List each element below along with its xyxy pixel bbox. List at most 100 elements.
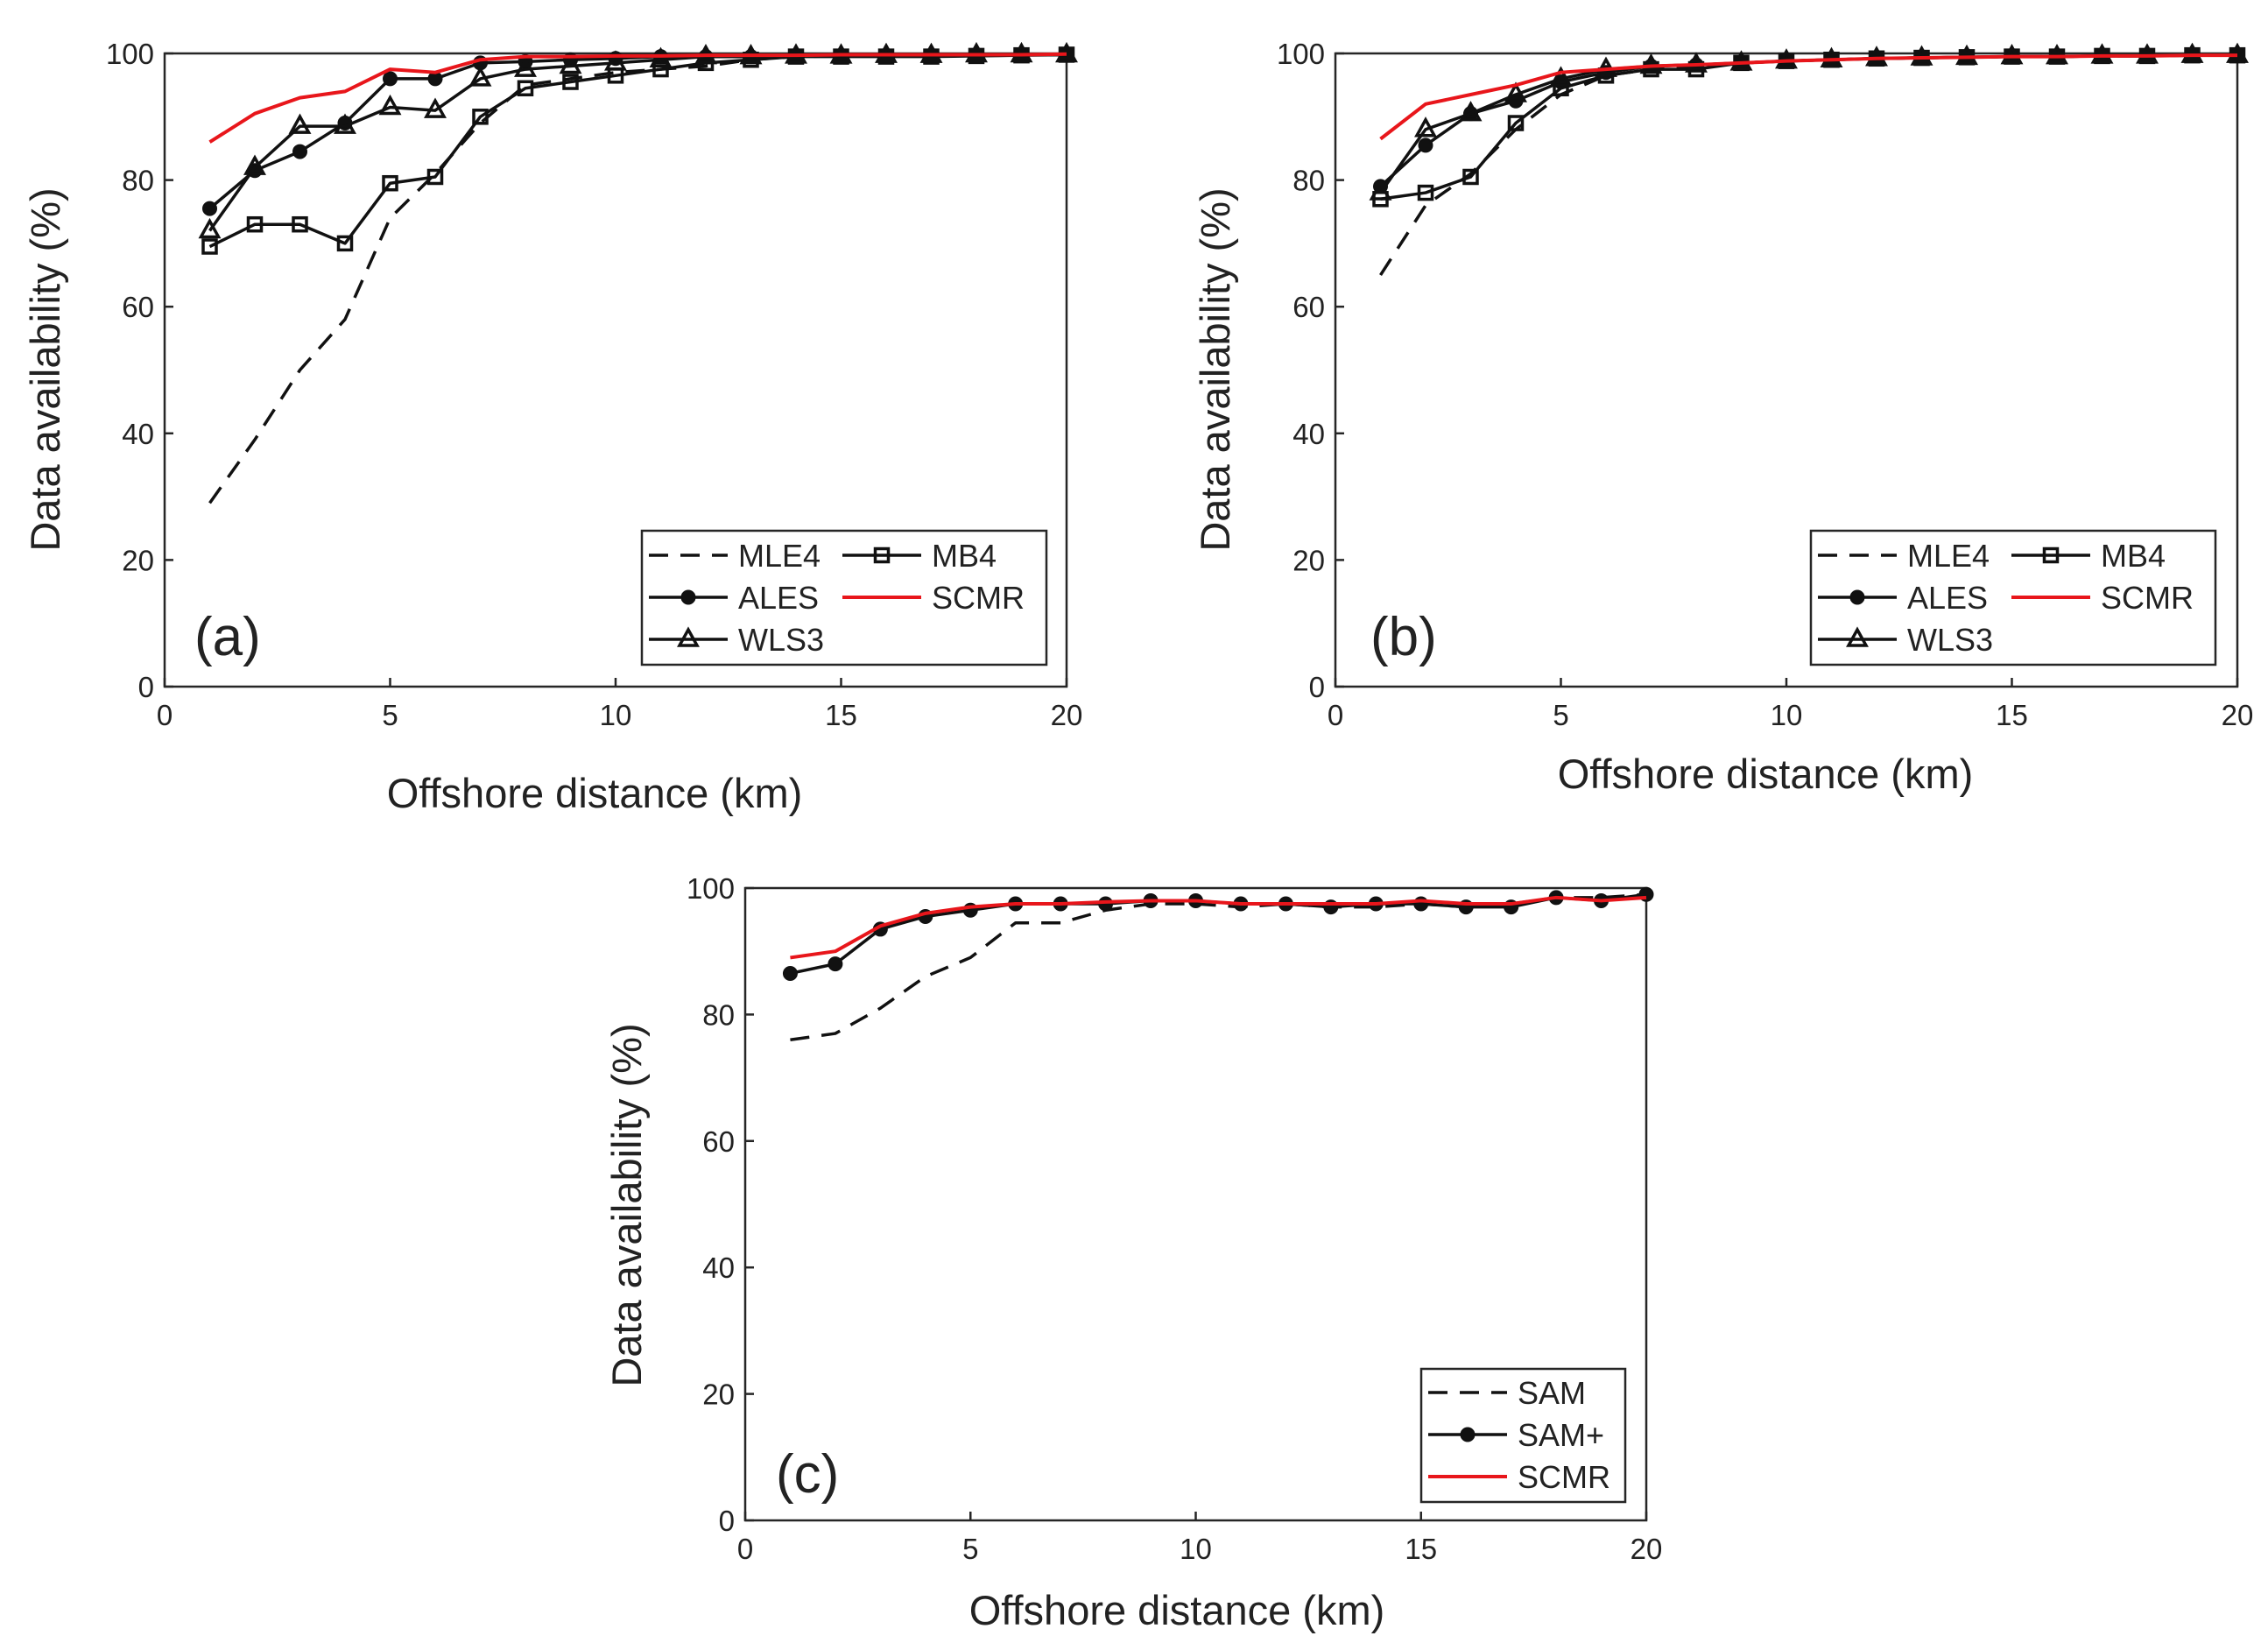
panel-b-mb4-point — [1417, 184, 1434, 201]
panel-c-legend: SAM SAM+ SCMR — [1419, 1367, 1627, 1504]
panel-c-sam-plus-point — [828, 956, 843, 972]
panel-a-legend-entry-mb4: MB4 — [842, 538, 997, 574]
panel-c-series-sam — [790, 892, 1647, 1042]
panel-b-legend-entry-mle4: MLE4 — [1818, 538, 1990, 574]
panel-b-legend-label-ales: ALES — [1907, 580, 1988, 616]
panel-b-wls3-point — [2000, 44, 2024, 65]
panel-b-x-tick-label: 20 — [2222, 699, 2254, 731]
panel-b-y-tick-label: 0 — [1309, 671, 1325, 703]
panel-b-mb4-point — [1462, 168, 1479, 186]
panel-b-legend-label-mle4: MLE4 — [1907, 538, 1990, 574]
panel-b-legend-entry-mb4: MB4 — [2011, 538, 2166, 574]
panel-b-scmr-line — [1379, 53, 2237, 141]
panel-a-x-tick-label: 5 — [382, 699, 398, 731]
panel-a-mb4-point — [472, 109, 489, 125]
panel-c-x-tick-label: 5 — [962, 1533, 978, 1565]
panel-a-legend-label-scmr: SCMR — [932, 580, 1025, 616]
panel-a-legend-entry-scmr: SCMR — [842, 580, 1025, 616]
panel-a-ales-point — [292, 144, 307, 159]
panel-a-label: (a) — [194, 607, 261, 667]
panel-c-plot-area: 0 5 10 15 20 0 20 40 60 80 100 — [687, 872, 1662, 1565]
panel-b-legend-label-scmr: SCMR — [2101, 580, 2194, 616]
panel-c-x-axis-title: Offshore distance (km) — [969, 1587, 1385, 1633]
panel-a-legend-entry-ales: ALES — [649, 580, 819, 616]
panel-a-mb4-point — [382, 174, 398, 192]
panel-a-plot-area: 0 5 10 15 20 0 20 40 60 80 100 — [106, 38, 1082, 731]
panel-b-wls3-point — [1549, 66, 1573, 87]
panel-a-legend-marker-mb4 — [873, 546, 891, 564]
panel-c-y-tick-label: 60 — [702, 1125, 735, 1158]
panel-a-mb4-point — [201, 238, 218, 255]
panel-b-y-axis-title: Data availability (%) — [1192, 187, 1238, 551]
panel-c-legend-entry-sam: SAM — [1428, 1375, 1586, 1411]
panel-b-y-tick-label: 60 — [1292, 291, 1325, 323]
panel-b-series-scmr — [1379, 53, 2237, 141]
panel-b-plot-area: 0 5 10 15 20 0 20 40 60 80 100 — [1277, 38, 2253, 731]
panel-a-y-tick-label: 100 — [106, 38, 154, 70]
panel-b-x-tick-label: 10 — [1771, 699, 1803, 731]
panel-b-legend-label-wls3: WLS3 — [1907, 622, 1993, 658]
panel-a-wls3-point — [468, 66, 492, 87]
panel-c-legend-marker-sam-plus — [1460, 1427, 1476, 1442]
panel-c-x-tick-label: 20 — [1631, 1533, 1663, 1565]
panel-b-ales-point — [1418, 138, 1433, 153]
panel-b-legend-marker-mb4 — [2042, 546, 2060, 564]
panel-c-sam-plus-point — [782, 965, 798, 981]
panel-a-mb4-point — [426, 168, 444, 186]
panel-a-wls3-point — [514, 56, 537, 77]
panel-b-wls3-point — [2226, 42, 2249, 63]
panel-c-legend-entry-scmr: SCMR — [1428, 1459, 1610, 1495]
panel-b-y-tick-label: 80 — [1292, 165, 1325, 197]
panel-a-x-tick-label: 10 — [600, 699, 632, 731]
panel-c-scmr-line — [790, 895, 1647, 960]
panel-a-wls3-point — [243, 154, 266, 175]
panel-a-y-tick-label: 80 — [122, 165, 154, 197]
panel-b: 0 5 10 15 20 0 20 40 60 80 100 (b) Offshore distan… — [1192, 38, 2253, 797]
panel-a-mb4-point — [517, 80, 534, 97]
panel-a-wls3-point — [604, 50, 627, 71]
panel-a-mb4-point — [562, 74, 579, 90]
panel-c-legend-entry-sam-plus: SAM+ — [1428, 1417, 1604, 1453]
panel-c-y-tick-label: 100 — [687, 872, 735, 905]
panel-a-mb4-point — [246, 215, 264, 233]
panel-a-legend-label-mb4: MB4 — [932, 538, 997, 574]
panel-a-x-axis-title: Offshore distance (km) — [387, 770, 803, 816]
panel-b-legend-marker-ales — [1849, 589, 1865, 605]
panel-b-mb4-point — [1507, 115, 1525, 131]
panel-b-wls3-point — [1459, 101, 1483, 122]
panel-a-wls3-point — [288, 113, 312, 134]
panel-a: 0 5 10 15 20 0 20 40 60 80 100 (a) Offshore distan… — [22, 38, 1082, 816]
panel-b-x-tick-label: 5 — [1553, 699, 1568, 731]
panel-b-wls3-point — [1504, 81, 1527, 102]
panel-c: 0 5 10 15 20 0 20 40 60 80 100 (c) Offshore distan… — [603, 872, 1662, 1633]
panel-a-legend-label-mle4: MLE4 — [738, 538, 821, 574]
panel-a-legend-label-ales: ALES — [738, 580, 819, 616]
panel-b-wls3-point — [1414, 116, 1437, 138]
panel-a-legend-marker-wls3 — [677, 626, 700, 647]
panel-b-y-tick-label: 100 — [1277, 38, 1325, 70]
panel-a-x-tick-label: 0 — [157, 699, 173, 731]
panel-a-legend-entry-mle4: MLE4 — [649, 538, 821, 574]
panel-a-series-scmr — [208, 52, 1067, 144]
panel-a-y-axis-title: Data availability (%) — [22, 187, 68, 551]
panel-b-legend: MLE4 MB4 ALES SCMR WLS3 — [1809, 529, 2217, 666]
panel-b-legend-marker-wls3 — [1846, 626, 1869, 647]
panel-c-y-tick-label: 20 — [702, 1379, 735, 1411]
panel-c-y-tick-label: 0 — [719, 1505, 735, 1537]
panel-a-wls3-point — [424, 97, 447, 118]
panel-a-x-tick-label: 15 — [825, 699, 857, 731]
panel-b-legend-label-mb4: MB4 — [2101, 538, 2166, 574]
panel-a-legend: MLE4 MB4 ALES SCMR WLS3 — [640, 529, 1048, 666]
panel-c-series-scmr — [790, 895, 1647, 960]
panel-a-legend-entry-wls3: WLS3 — [649, 622, 824, 658]
panel-a-wls3-point — [649, 46, 673, 67]
panel-a-wls3-point — [378, 94, 402, 116]
panel-b-x-axis-title: Offshore distance (km) — [1558, 751, 1974, 797]
panel-a-legend-label-wls3: WLS3 — [738, 622, 824, 658]
panel-a-mb4-point — [336, 235, 354, 252]
panel-a-y-tick-label: 60 — [122, 291, 154, 323]
panel-c-y-axis-title: Data availability (%) — [603, 1023, 650, 1386]
panel-a-wls3-point — [559, 53, 582, 74]
